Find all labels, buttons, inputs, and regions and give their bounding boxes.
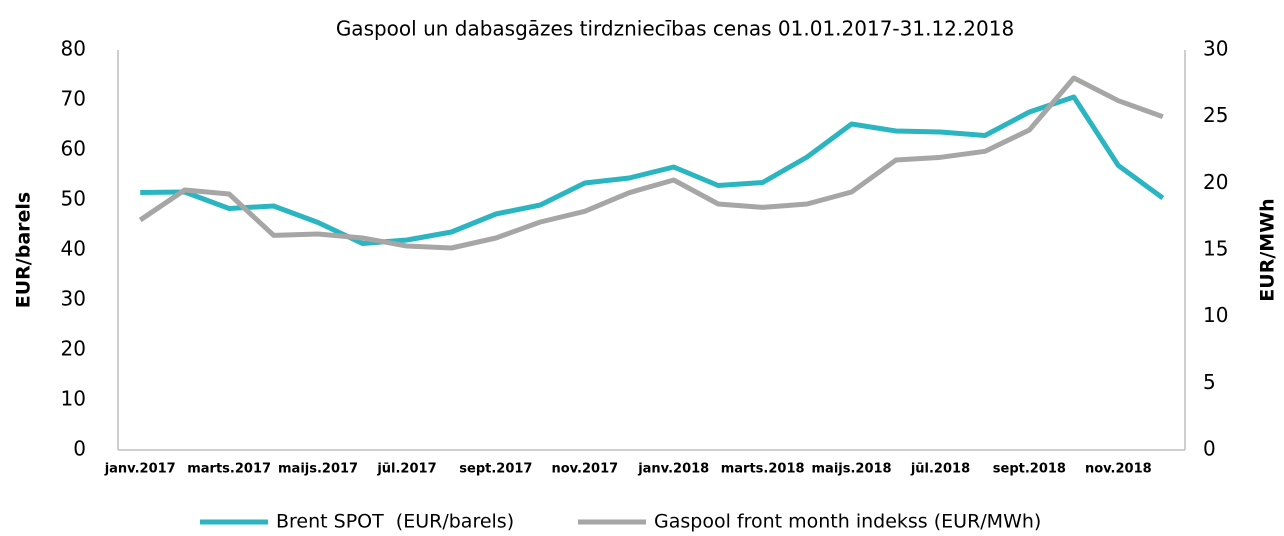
y-tick-label: 20	[61, 337, 86, 361]
y-tick-label: 10	[61, 387, 86, 411]
x-tick-label: janv.2017	[104, 462, 176, 477]
chart-title: Gaspool un dabasgāzes tirdzniecības cena…	[336, 17, 1014, 41]
y-tick-label: 60	[61, 137, 86, 161]
line-series	[140, 94, 1165, 246]
y2-tick-label: 0	[1203, 437, 1216, 461]
y2-tick-label: 25	[1203, 103, 1228, 127]
legend-label: Gaspool front month indekss (EUR/MWh)	[654, 511, 1041, 533]
x-tick-label: jūl.2018	[910, 462, 970, 477]
y-tick-label: 50	[61, 187, 86, 211]
y-tick-label: 30	[61, 287, 86, 311]
x-tick-label: janv.2018	[637, 462, 709, 477]
x-tick-label: marts.2018	[721, 462, 805, 477]
y2-tick-label: 5	[1203, 370, 1216, 394]
y2-tick-label: 15	[1203, 237, 1228, 261]
x-tick-label: marts.2017	[187, 462, 271, 477]
y2-axis-label: EUR/MWh	[1257, 198, 1279, 301]
y2-tick-label: 20	[1203, 170, 1228, 194]
legend-label: Brent SPOT (EUR/barels)	[276, 511, 514, 533]
x-tick-label: maijs.2018	[812, 462, 892, 477]
x-tick-label: nov.2018	[1085, 462, 1152, 477]
x-tick-label: sept.2018	[993, 462, 1066, 477]
x-tick-label: maijs.2017	[278, 462, 358, 477]
y-tick-label: 80	[61, 37, 86, 61]
y2-tick-label: 30	[1203, 37, 1228, 61]
y-tick-label: 70	[61, 87, 86, 111]
x-tick-label: sept.2017	[459, 462, 532, 477]
line-series	[138, 75, 1164, 251]
y-axis-label: EUR/barels	[13, 192, 35, 308]
y2-tick-label: 10	[1203, 303, 1228, 327]
y-tick-label: 0	[73, 437, 86, 461]
x-tick-label: nov.2017	[551, 462, 618, 477]
x-tick-label: jūl.2017	[376, 462, 436, 477]
y-tick-label: 40	[61, 237, 86, 261]
